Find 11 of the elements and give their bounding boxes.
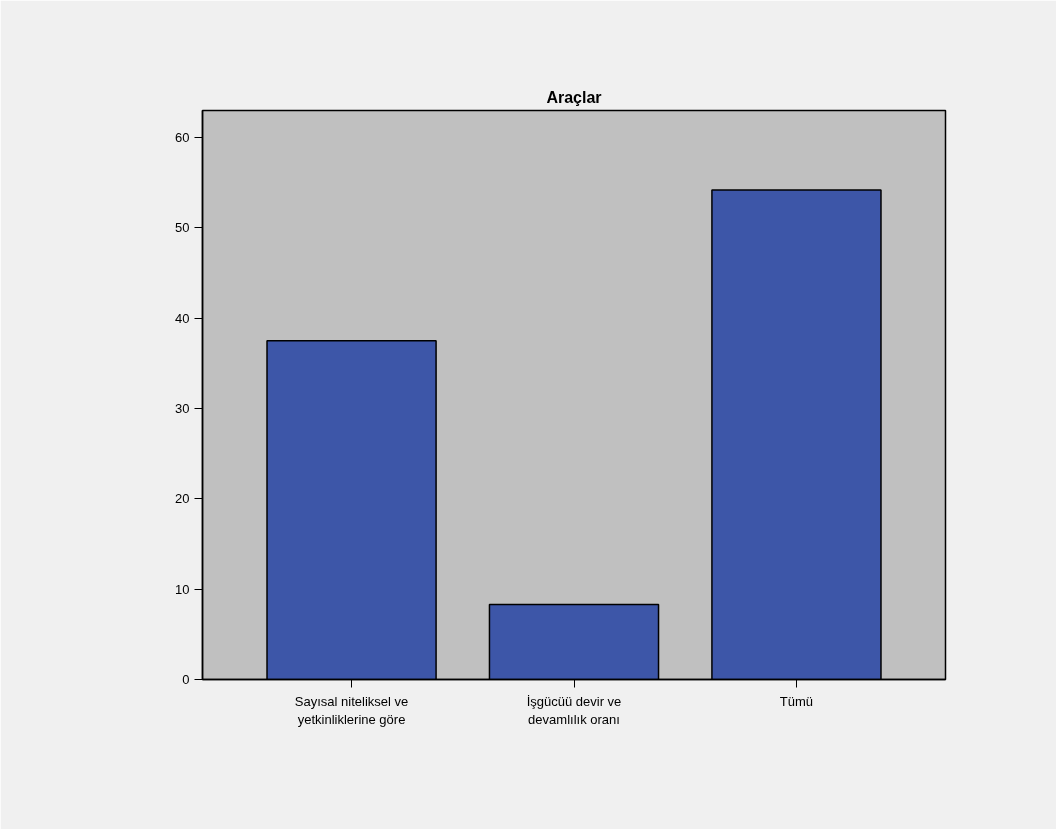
y-tick-label: 30 [175,401,190,417]
x-tick-label: Sayısal niteliksel ve yetkinliklerine göre [294,693,409,727]
y-tick-label: 20 [175,491,190,507]
x-tick-label: Tümü [779,693,814,709]
chart-title: Araçlar [546,88,602,106]
y-tick-label: 0 [182,672,190,687]
x-tick-label: İşgücüü devir ve devamlılık oranı [526,693,622,727]
y-tick-label: 10 [175,581,190,597]
y-tick-label: 60 [175,130,190,146]
y-tick-label: 50 [175,220,190,236]
y-tick-label: 40 [175,310,190,326]
